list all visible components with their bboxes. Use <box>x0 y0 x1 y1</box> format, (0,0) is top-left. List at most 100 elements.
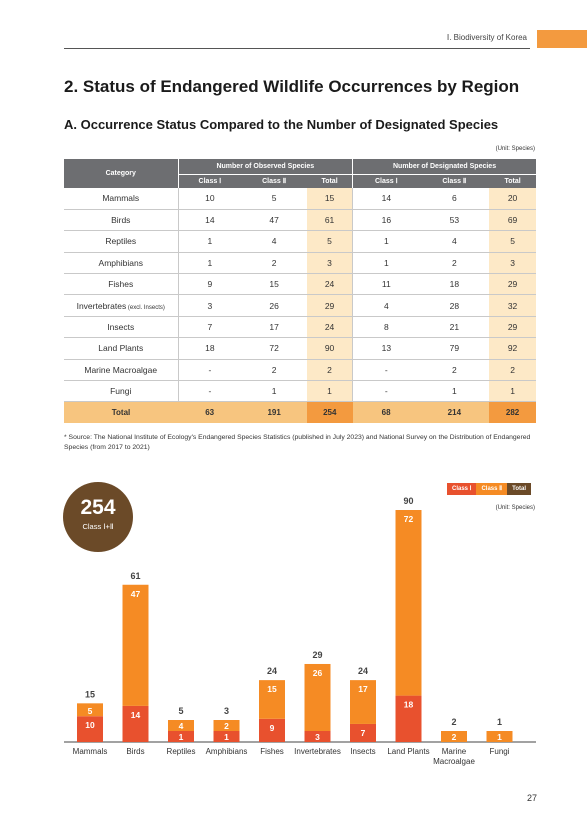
legend-class2: Class Ⅱ <box>476 483 508 495</box>
table-row: Mammals 10 5 15 14 6 20 <box>64 188 536 210</box>
bar-class2-label: 4 <box>179 721 184 731</box>
cell-obsT: 1 <box>307 380 354 403</box>
row-category: Reptiles <box>64 230 179 253</box>
source-note: * Source: The National Institute of Ecol… <box>64 434 531 451</box>
bar-class2 <box>486 731 513 742</box>
cell-des1: 4 <box>352 294 420 317</box>
x-tick-label: Birds <box>126 747 144 756</box>
table-row: Invertebrates (excl. Insects) 3 26 29 4 28 32 <box>64 294 536 317</box>
row-category: Invertebrates (excl. Insects) <box>64 294 179 317</box>
bar-class2 <box>395 510 422 696</box>
table-row: Birds 14 47 61 16 53 69 <box>64 209 536 232</box>
chart-unit: (Unit: Species) <box>495 505 535 511</box>
bar-total-label: 2 <box>451 717 456 727</box>
cell-obs2: 4 <box>241 230 307 253</box>
chart-legend: Class Ⅰ Class Ⅱ Total <box>447 483 531 495</box>
cell-des1: 13 <box>352 337 420 360</box>
cell-desT: 2 <box>489 359 536 382</box>
table-row: Marine Macroalgae -2 2-2 2 <box>64 359 536 382</box>
bar-class2-label: 1 <box>497 732 502 742</box>
table-unit: (Unit: Species) <box>495 146 535 152</box>
total-badge: 254 Class Ⅰ+Ⅱ <box>63 482 133 552</box>
cell-obsT: 61 <box>307 209 354 232</box>
section-subtitle: A. Occurrence Status Compared to the Num… <box>64 117 499 132</box>
x-tick-label: Land Plants <box>387 747 429 756</box>
header-rule <box>64 48 530 49</box>
total-obsT: 254 <box>307 401 353 424</box>
cell-obs2: 1 <box>241 380 307 403</box>
table-row: Fungi -1 1-1 1 <box>64 380 536 403</box>
bar-class1-label: 7 <box>361 728 366 738</box>
cell-des1: 11 <box>352 273 420 296</box>
category-label: Fishes <box>108 279 134 290</box>
cell-obsT: 24 <box>307 316 354 339</box>
page-number: 27 <box>526 793 537 803</box>
bar-total-label: 24 <box>358 666 368 676</box>
bar-class2 <box>77 703 103 717</box>
header-tab <box>537 30 587 48</box>
bar-class2-label: 17 <box>358 684 368 694</box>
bar-total-label: 61 <box>130 571 140 581</box>
bar-class1 <box>304 731 331 742</box>
x-tick-label: Fishes <box>260 747 284 756</box>
x-tick-label: Mammals <box>73 747 108 756</box>
cell-obsT: 90 <box>307 337 354 360</box>
bar-class1-label: 9 <box>270 723 275 733</box>
bar-class2-label: 72 <box>404 514 414 524</box>
cell-des2: 53 <box>419 209 490 232</box>
x-tick-label: Marine <box>442 747 467 756</box>
badge-value: 254 <box>80 496 116 519</box>
cell-desT: 3 <box>489 252 536 275</box>
cell-des2: 1 <box>419 380 490 403</box>
row-category: Fishes <box>64 273 179 296</box>
table-row: Land Plants 18 72 90 13 79 92 <box>64 337 536 360</box>
row-category: Amphibians <box>64 252 179 275</box>
x-tick-label: Reptiles <box>167 747 196 756</box>
bar-class2 <box>304 663 331 731</box>
cell-obs2: 2 <box>241 359 307 382</box>
cell-des2: 79 <box>419 337 490 360</box>
category-label: Land Plants <box>98 343 144 354</box>
bar-class1 <box>350 723 376 742</box>
bar-class2-label: 47 <box>131 589 141 599</box>
bar-total-label: 29 <box>312 650 322 660</box>
row-category: Land Plants <box>64 337 179 360</box>
cell-obsT: 5 <box>307 230 354 253</box>
bar-class2-label: 2 <box>224 721 229 731</box>
page-title: 2. Status of Endangered Wildlife Occurre… <box>64 77 520 96</box>
cell-desT: 29 <box>489 316 536 339</box>
sub-header: Class Ⅰ <box>178 174 242 188</box>
total-obs2: 191 <box>241 401 307 424</box>
cell-desT: 29 <box>489 273 536 296</box>
cell-obs1: 10 <box>178 188 242 210</box>
cell-obs1: 1 <box>178 252 242 275</box>
bar-total-label: 90 <box>403 496 413 506</box>
category-header: Category <box>64 159 179 188</box>
total-label: Total <box>64 401 178 424</box>
cell-des1: 1 <box>352 252 420 275</box>
cell-desT: 1 <box>489 380 536 403</box>
cell-des1: - <box>352 359 420 382</box>
legend-total: Total <box>507 483 531 495</box>
bar-class2-label: 26 <box>313 668 323 678</box>
cell-obs2: 2 <box>241 252 307 275</box>
cell-obs1: 3 <box>178 294 242 317</box>
designated-group-header: Number of Designated Species <box>352 159 536 175</box>
bar-class1 <box>395 695 422 742</box>
x-tick-label: Insects <box>350 747 375 756</box>
category-label: Amphibians <box>98 257 143 268</box>
cell-des2: 28 <box>419 294 490 317</box>
total-des1: 68 <box>352 401 420 424</box>
bar-class2-label: 2 <box>452 732 457 742</box>
bar-class1-label: 1 <box>224 732 229 742</box>
cell-obs1: 1 <box>178 230 242 253</box>
badge-label: Class Ⅰ+Ⅱ <box>82 522 114 531</box>
cell-des1: 1 <box>352 230 420 253</box>
cell-des1: - <box>352 380 420 403</box>
bar-class2-label: 15 <box>267 684 277 694</box>
cell-obsT: 29 <box>307 294 354 317</box>
sub-header: Class Ⅰ <box>352 174 420 188</box>
bar-class1-label: 10 <box>85 720 95 730</box>
x-tick-label: Macroalgae <box>433 757 475 766</box>
